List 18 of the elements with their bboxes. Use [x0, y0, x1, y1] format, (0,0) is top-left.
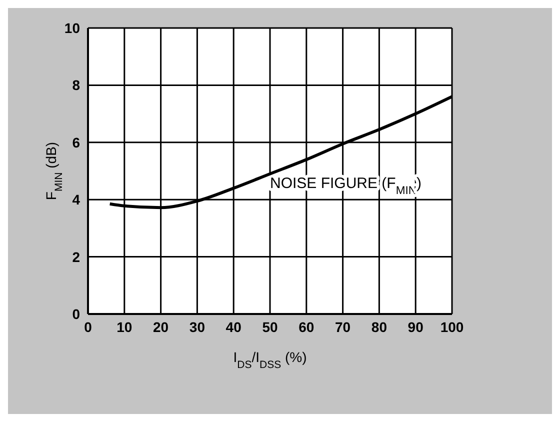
y-tick-label: 2	[72, 248, 80, 265]
x-tick-label: 90	[408, 318, 424, 335]
x-tick-label: 50	[262, 318, 278, 335]
x-tick-label: 20	[153, 318, 169, 335]
y-tick-label: 8	[72, 77, 80, 94]
y-tick-label: 6	[72, 134, 80, 150]
x-tick-label: 60	[298, 318, 314, 335]
x-tick-label: 10	[116, 318, 132, 335]
x-tick-label: 30	[189, 318, 206, 335]
x-tick-label: 100	[440, 318, 464, 335]
x-tick-label: 80	[371, 318, 388, 335]
y-tick-label: 10	[64, 20, 80, 36]
y-tick-label: 4	[72, 192, 80, 208]
y-tick-label: 0	[72, 306, 80, 322]
x-axis-title: I$_{DS}$/I$_{DSS}$ (%)	[233, 349, 307, 371]
x-tick-label: 70	[335, 318, 351, 335]
x-tick-label: 40	[226, 318, 242, 335]
x-tick-label: 0	[84, 318, 92, 335]
